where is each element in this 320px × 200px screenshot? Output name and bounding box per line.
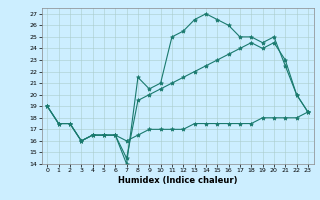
X-axis label: Humidex (Indice chaleur): Humidex (Indice chaleur) [118,176,237,185]
